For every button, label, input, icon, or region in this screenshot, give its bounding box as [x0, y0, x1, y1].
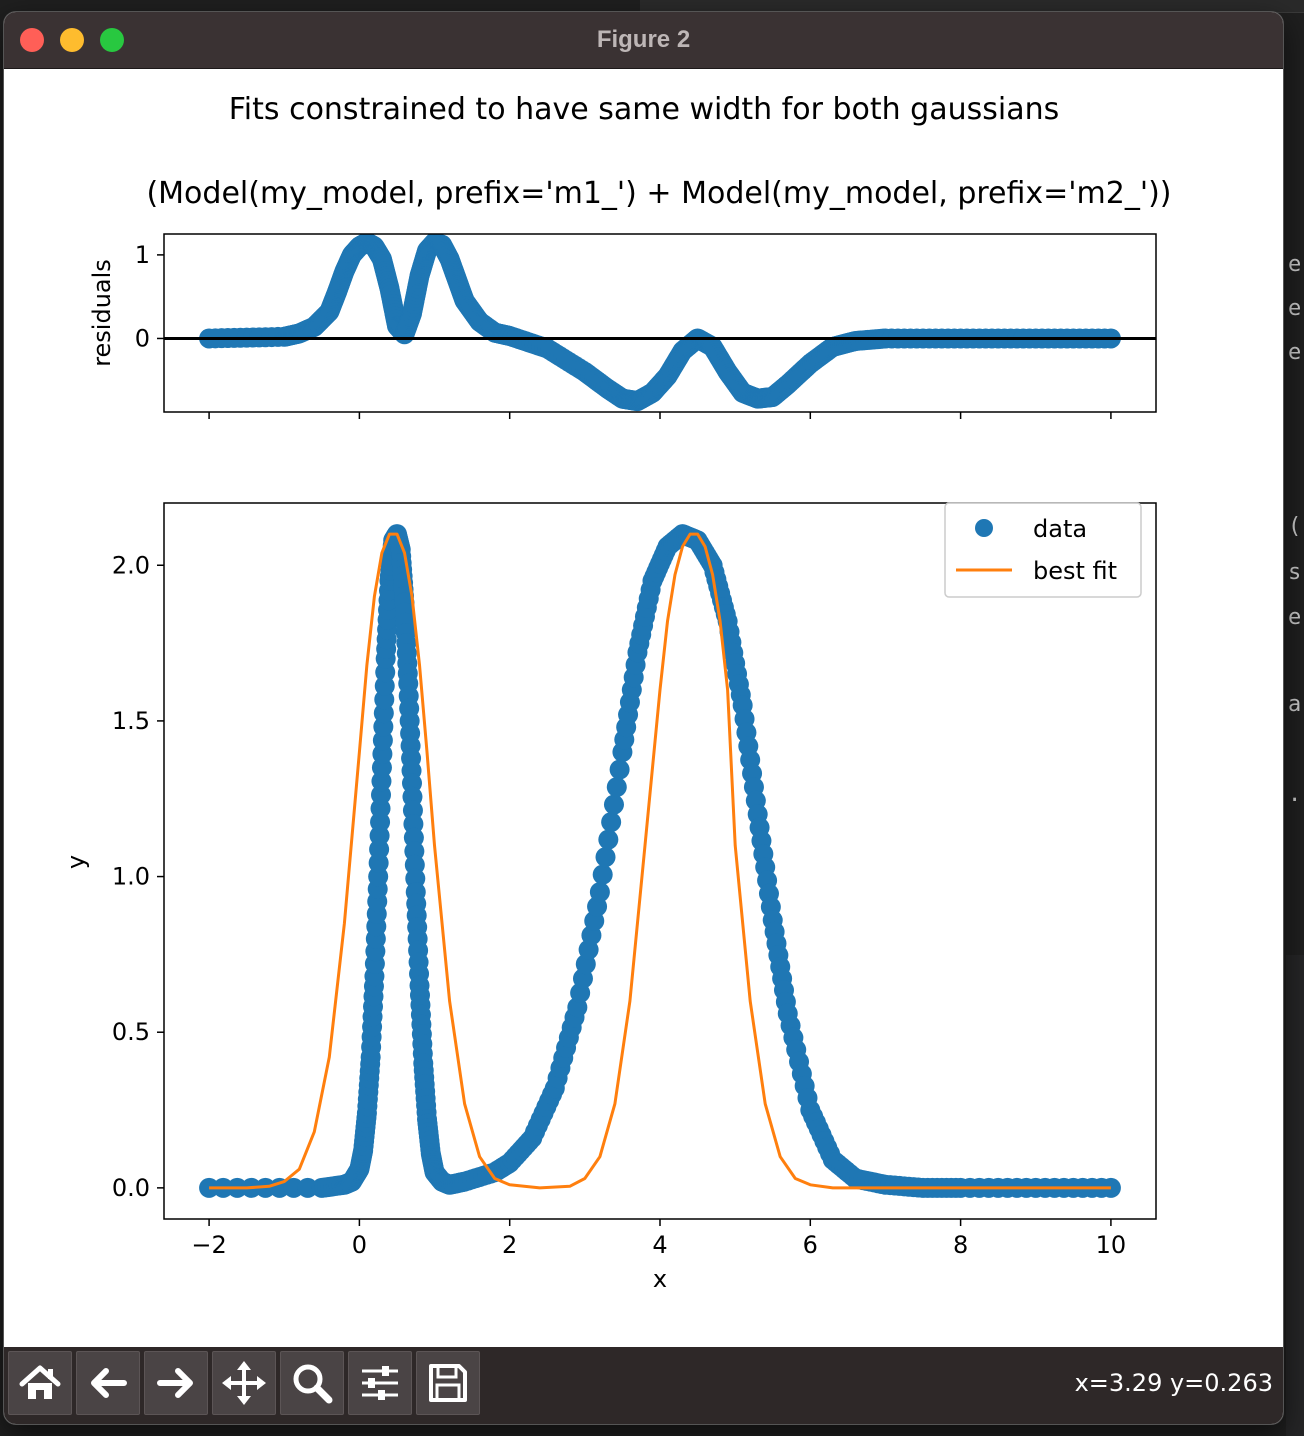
- forward-arrow-icon: [157, 1368, 193, 1398]
- save-button[interactable]: [416, 1351, 480, 1415]
- x-tick-label: 10: [1096, 1231, 1127, 1259]
- editor-text-fragment: e: [1288, 296, 1302, 321]
- forward-button[interactable]: [144, 1351, 208, 1415]
- data-point: [589, 882, 610, 903]
- data-point: [1100, 1177, 1121, 1198]
- data-point: [199, 1177, 220, 1198]
- main-frame: [163, 502, 1157, 1220]
- editor-text-fragment: e: [1288, 340, 1302, 365]
- back-button[interactable]: [76, 1351, 140, 1415]
- main-xlabel: x: [653, 1265, 667, 1293]
- best-fit-line: [209, 532, 1111, 1190]
- legend-data-marker: [975, 519, 993, 537]
- navigation-toolbar: x=3.29 y=0.263: [4, 1347, 1283, 1424]
- y-tick-label: 0.5: [112, 1018, 150, 1046]
- x-tick-label: −2: [191, 1231, 226, 1259]
- back-arrow-icon: [91, 1368, 127, 1398]
- editor-text-fragment: s: [1288, 560, 1302, 585]
- pan-button[interactable]: [212, 1351, 276, 1415]
- data-point: [606, 777, 627, 798]
- figure-window: Figure 2 Fits constrained to have same w…: [4, 12, 1283, 1424]
- y-tick-label: 0.0: [112, 1174, 150, 1202]
- data-point: [603, 794, 624, 815]
- figure-canvas[interactable]: Fits constrained to have same width for …: [4, 69, 1283, 1347]
- editor-text-fragment: a: [1288, 692, 1302, 717]
- y-tick-label: 0: [135, 324, 150, 352]
- main-ylabel: y: [62, 855, 90, 869]
- window-title: Figure 2: [596, 26, 691, 53]
- home-icon: [19, 1365, 61, 1399]
- y-tick-label: 1.5: [112, 707, 150, 735]
- pan-move-icon: [222, 1361, 266, 1405]
- editor-text-fragment: e: [1288, 605, 1302, 630]
- minimize-window-button[interactable]: [60, 28, 84, 52]
- data-point: [595, 847, 616, 868]
- residuals-frame: [163, 233, 1157, 413]
- title-bar[interactable]: Figure 2: [4, 12, 1283, 69]
- configure-subplots-button[interactable]: [348, 1351, 412, 1415]
- data-point: [598, 829, 619, 850]
- home-button[interactable]: [8, 1351, 72, 1415]
- x-tick-label: 2: [502, 1231, 517, 1259]
- x-tick-label: 0: [352, 1231, 367, 1259]
- y-tick-label: 1: [135, 241, 150, 269]
- close-window-button[interactable]: [20, 28, 44, 52]
- editor-explorer-pane: [1286, 955, 1304, 1436]
- data-point: [297, 1177, 318, 1198]
- x-tick-label: 6: [803, 1231, 818, 1259]
- y-tick-label: 2.0: [112, 551, 150, 579]
- y-tick-label: 1.0: [112, 863, 150, 891]
- editor-text-fragment: .: [1288, 782, 1302, 807]
- editor-text-fragment: (: [1288, 514, 1302, 539]
- residuals-ylabel: residuals: [88, 259, 116, 367]
- subplots-config-icon: [362, 1366, 398, 1400]
- data-point: [283, 1177, 304, 1198]
- residuals-title: (Model(my_model, prefix='m1_') + Model(m…: [146, 176, 1171, 211]
- data-point: [592, 864, 613, 885]
- residuals-points: [199, 234, 1121, 412]
- data-point: [609, 759, 630, 780]
- residuals-plot: 01: [135, 233, 1157, 419]
- main-plot: −2 0 2 4 6 8 10 0.0 0.5 1.0 1.5 2.0: [112, 502, 1157, 1259]
- x-tick-label: 4: [652, 1231, 667, 1259]
- zoom-button[interactable]: [280, 1351, 344, 1415]
- data-points: [199, 524, 1121, 1198]
- cursor-coordinates: x=3.29 y=0.263: [1074, 1369, 1273, 1397]
- figure-svg: Fits constrained to have same width for …: [62, 92, 1172, 1293]
- data-point: [601, 812, 622, 833]
- maximize-window-button[interactable]: [100, 28, 124, 52]
- figure-suptitle: Fits constrained to have same width for …: [229, 92, 1060, 127]
- save-disk-icon: [429, 1364, 467, 1402]
- legend-box: [944, 502, 1142, 598]
- editor-text-fragment: e: [1288, 252, 1302, 277]
- legend-bestfit-label: best fit: [1033, 557, 1117, 585]
- x-tick-label: 8: [953, 1231, 968, 1259]
- zoom-magnifier-icon: [293, 1364, 333, 1404]
- legend: data best fit: [944, 502, 1142, 598]
- legend-data-label: data: [1033, 515, 1087, 543]
